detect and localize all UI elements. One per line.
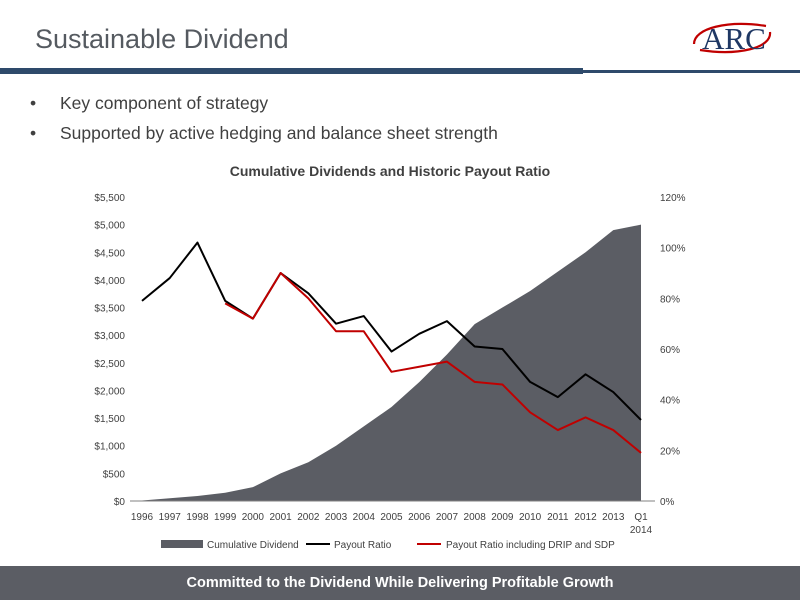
logo-swoosh-top [692,22,767,45]
y-left-tick-label: $4,000 [94,276,125,287]
y-left-tick-label: $2,500 [94,359,125,370]
y-left-tick-label: $1,500 [94,414,125,425]
legend-item: Payout Ratio [306,540,392,551]
legend-item: Cumulative Dividend [161,540,299,551]
x-tick-label: 1999 [214,512,237,523]
bullet-dot-icon: • [30,123,37,143]
header-divider-thin [583,70,800,73]
y-left-tick-label: $5,500 [94,193,125,204]
y-right-tick-label: 20% [660,446,680,457]
y-left-tick-label: $5,000 [94,221,125,232]
logo-text: ARC [702,21,766,56]
bullet-text: Supported by active hedging and balance … [60,123,498,143]
x-tick-label: 2007 [436,512,459,523]
bullet-item: • Supported by active hedging and balance… [30,122,498,152]
chart-title: Cumulative Dividends and Historic Payout… [229,163,551,179]
series-line-payout-ratio [141,241,642,421]
x-tick-label: 2013 [602,512,625,523]
y-left-tick-label: $1,000 [94,442,125,453]
x-tick-label: 2010 [519,512,542,523]
footer-banner: Committed to the Dividend While Deliveri… [0,566,800,600]
logo-swoosh-bottom [699,31,772,54]
bullet-item: • Key component of strategy [30,92,498,122]
y-right-tick-label: 60% [660,345,680,356]
dividend-chart: $0 $500 $1,000 $1,500 $2,000 $2,500 $3,000 $3,5… [94,193,685,551]
x-tick-label: 1998 [186,512,209,523]
header-divider [0,68,583,74]
y-left-tick-label: $3,500 [94,304,125,315]
area-layer [142,224,641,502]
y-right-tick-label: 40% [660,396,680,407]
arc-logo [692,22,772,54]
x-tick-label: 2006 [408,512,431,523]
bullet-dot-icon: • [30,93,37,113]
y-right-tick-label: 80% [660,294,680,305]
legend: Cumulative Dividend Payout Ratio Payout Ra… [161,540,615,551]
axis-layer: $0 $500 $1,000 $1,500 $2,000 $2,500 $3,000 $3,5… [94,193,685,536]
y-left-tick-label: $2,000 [94,386,125,397]
x-tick-label: 2011 [547,512,569,523]
legend-label: Payout Ratio [334,540,392,551]
x-tick-label-line2: 2014 [630,525,653,536]
y-left-tick-label: $4,500 [94,248,125,259]
x-tick-label: 2002 [297,512,320,523]
x-tick-label: 2005 [380,512,403,523]
bullet-text: Key component of strategy [60,93,269,113]
x-tick-label: 2009 [491,512,514,523]
y-right-tick-label: 100% [660,244,686,255]
legend-item: Payout Ratio including DRIP and SDP [417,540,615,551]
series-area-cumulative-dividend [142,224,641,502]
y-right-tick-label: 0% [660,497,675,508]
y-left-tick-label: $500 [103,469,126,480]
y-left-tick-label: $3,000 [94,331,125,342]
line-layer [141,241,642,454]
x-tick-label: Q1 [634,512,648,523]
x-tick-label: 2003 [325,512,348,523]
slide-title: Sustainable Dividend [35,24,289,54]
x-tick-label: 2001 [269,512,292,523]
legend-label: Payout Ratio including DRIP and SDP [446,540,615,551]
bullet-list: • Key component of strategy • Supported by… [30,92,498,152]
x-tick-label: 2012 [574,512,597,523]
x-tick-label: 2000 [242,512,265,523]
x-tick-label: 1996 [131,512,154,523]
y-right-tick-label: 120% [660,193,686,204]
x-tick-label: 2008 [464,512,487,523]
series-line-payout-ratio-including-drip-and-sdp [224,272,642,454]
legend-label: Cumulative Dividend [207,540,299,551]
x-tick-label: 1997 [159,512,182,523]
y-left-tick-label: $0 [114,497,126,508]
legend-swatch [161,540,203,548]
x-tick-label: 2004 [353,512,376,523]
